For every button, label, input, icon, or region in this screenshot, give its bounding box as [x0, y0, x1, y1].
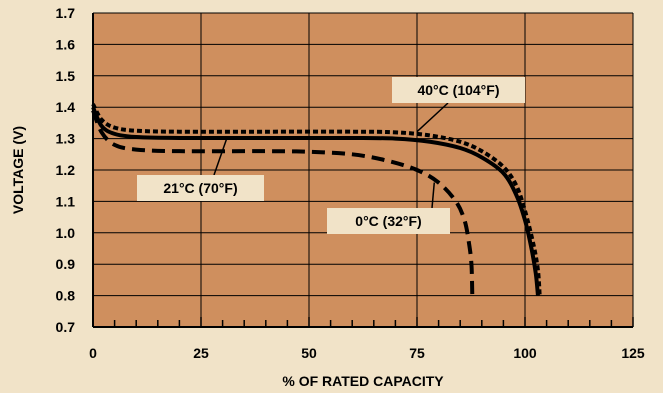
- annotation-leader-line: [416, 102, 449, 133]
- series-line: [91, 103, 542, 296]
- y-tick-label: 1.1: [56, 193, 76, 209]
- x-tick-label: 0: [89, 345, 97, 361]
- y-tick-label: 1.2: [56, 162, 76, 178]
- y-tick-label: 0.8: [56, 288, 76, 304]
- annotation-box: [137, 175, 264, 201]
- y-tick-label: 1.0: [56, 225, 76, 241]
- annotation-label: 21°C (70°F): [163, 180, 237, 196]
- y-axis-title: VOLTAGE (V): [10, 126, 26, 214]
- x-axis-title: % OF RATED CAPACITY: [282, 373, 444, 389]
- x-tick-label: 75: [409, 345, 425, 361]
- series-lines: [91, 103, 542, 296]
- series-line: [91, 109, 475, 296]
- y-tick-label: 0.9: [56, 256, 76, 272]
- tick-marks: [92, 317, 634, 327]
- annotations: 40°C (104°F) 21°C (70°F) 0°C (32°F): [137, 77, 525, 234]
- y-tick-label: 1.5: [56, 68, 76, 84]
- annotation-label: 40°C (104°F): [417, 82, 499, 98]
- x-tick-label: 125: [621, 345, 645, 361]
- x-tick-label: 50: [301, 345, 317, 361]
- y-tick-label: 1.6: [56, 36, 76, 52]
- y-tick-label: 1.7: [56, 5, 76, 21]
- x-tick-label: 25: [193, 345, 209, 361]
- y-tick-label: 1.3: [56, 131, 76, 147]
- annotation-leader-line: [213, 137, 228, 176]
- x-tick-labels: 0 25 50 75 100 125: [89, 345, 645, 361]
- annotation-box: [327, 208, 450, 234]
- y-tick-label: 1.4: [56, 99, 76, 115]
- y-tick-label: 0.7: [56, 319, 76, 335]
- series-line: [91, 106, 540, 296]
- annotation-leader-line: [431, 182, 436, 209]
- annotation-box: [392, 77, 525, 103]
- y-tick-labels: 0.7 0.8 0.9 1.0 1.1 1.2 1.3 1.4 1.5 1.6 1.7: [56, 5, 76, 335]
- annotation-label: 0°C (32°F): [355, 213, 421, 229]
- x-tick-label: 100: [513, 345, 537, 361]
